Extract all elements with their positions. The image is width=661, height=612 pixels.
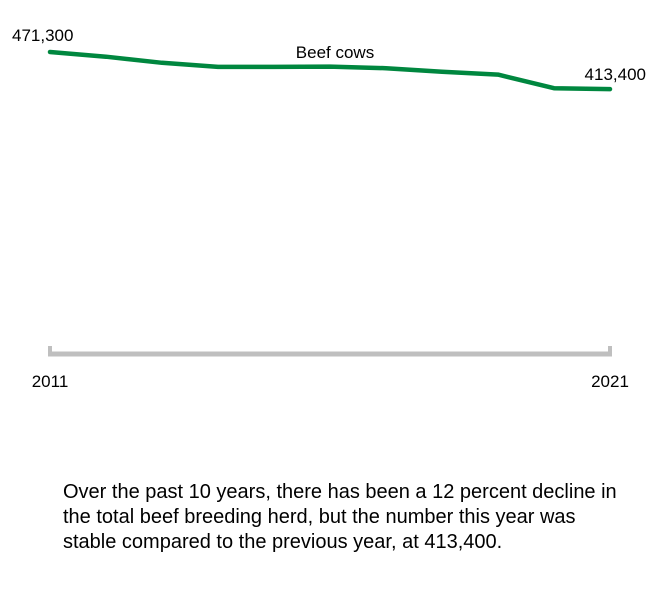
x-tick-label-start: 2011 bbox=[32, 372, 69, 391]
x-tick-label-end: 2021 bbox=[591, 372, 629, 391]
chart-caption: Over the past 10 years, there has been a… bbox=[63, 481, 617, 553]
series-layer bbox=[47, 49, 613, 92]
data-label-start: 471,300 bbox=[12, 26, 73, 45]
x-axis: 2011 2021 bbox=[32, 346, 629, 391]
line-chart: 2011 2021 Beef cows 471,300 413,400 bbox=[12, 26, 646, 391]
label-layer: Beef cows 471,300 413,400 bbox=[12, 26, 646, 84]
series-label: Beef cows bbox=[296, 43, 374, 62]
data-label-end: 413,400 bbox=[585, 65, 646, 84]
